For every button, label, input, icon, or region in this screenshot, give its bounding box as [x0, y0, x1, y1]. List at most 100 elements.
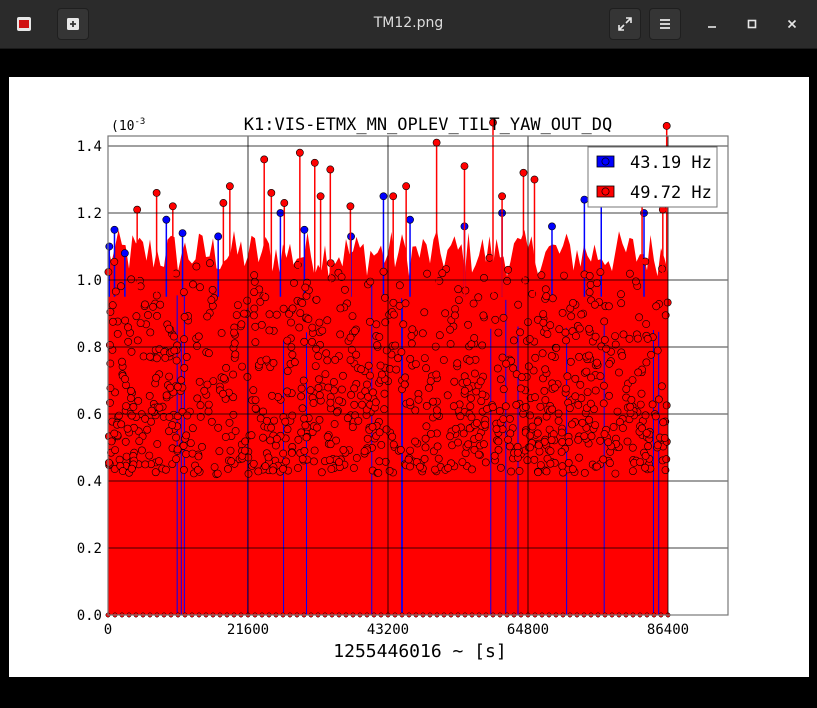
minimize-button[interactable] — [702, 14, 722, 34]
close-icon — [787, 19, 797, 29]
series-49-72-point — [221, 433, 230, 441]
series-49-72-point — [152, 189, 161, 197]
maximize-icon — [747, 19, 757, 29]
series-49-72-point — [146, 352, 154, 361]
series-49-72-point — [143, 425, 152, 434]
series-49-72-point — [591, 386, 600, 395]
series-49-72-point — [490, 451, 499, 460]
series-49-72-point — [662, 122, 671, 130]
new-window-button[interactable] — [57, 8, 89, 40]
maximize-button[interactable] — [742, 14, 762, 34]
series-49-72-point — [632, 277, 640, 286]
y-tick-label: 0.8 — [77, 340, 102, 356]
series-49-72-point — [572, 332, 580, 340]
series-49-72-point — [314, 383, 323, 392]
series-49-72-point — [625, 334, 634, 343]
series-49-72-point — [375, 333, 384, 341]
series-49-72-point — [564, 458, 573, 467]
series-49-72-point — [382, 425, 391, 434]
series-49-72-point — [332, 436, 340, 445]
series-49-72-point — [476, 377, 485, 386]
series-49-72-point — [308, 323, 317, 332]
series-49-72-point — [546, 459, 555, 468]
series-49-72-point — [243, 372, 252, 381]
series-49-72-point — [365, 317, 374, 326]
series-49-72-point — [329, 378, 338, 386]
series-49-72-point — [311, 362, 320, 370]
series-49-72-point — [411, 437, 419, 446]
series-49-72-point — [617, 290, 625, 299]
series-49-72-point — [137, 446, 146, 455]
series-49-72-point — [611, 332, 619, 340]
series-49-72-point — [464, 440, 473, 449]
series-49-72-point — [411, 406, 420, 415]
series-49-72-point — [420, 454, 429, 463]
series-49-72-point — [542, 292, 551, 301]
series-49-72-point — [229, 370, 237, 379]
series-49-72-point — [364, 392, 372, 401]
chart-title: K1:VIS-ETMX_MN_OPLEV_TILT_YAW_OUT_DQ — [244, 115, 612, 135]
series-49-72-point — [559, 468, 567, 477]
series-49-72-point — [247, 431, 256, 440]
series-49-72-point — [477, 397, 486, 405]
series-49-72-point — [591, 332, 600, 341]
series-49-72-point — [599, 399, 608, 408]
series-49-72-point — [585, 415, 593, 424]
fullscreen-button[interactable] — [609, 8, 641, 40]
series-49-72-point — [315, 318, 324, 327]
series-49-72-point — [373, 341, 381, 350]
title-bar: TM12.png — [0, 0, 817, 49]
close-button[interactable] — [782, 14, 802, 34]
legend-label: 49.72 Hz — [630, 183, 712, 203]
series-49-72-point — [262, 416, 271, 425]
series-49-72-point — [259, 407, 267, 416]
series-49-72-point — [644, 442, 652, 451]
series-49-72-point — [127, 411, 136, 420]
series-49-72-point — [127, 394, 135, 403]
series-49-72-point — [108, 301, 117, 310]
series-49-72-point — [488, 403, 497, 412]
menu-button[interactable] — [649, 8, 681, 40]
y-tick-label: 1.4 — [77, 139, 102, 155]
series-49-72-point — [463, 378, 471, 386]
series-49-72-point — [352, 350, 361, 359]
series-49-72-point — [420, 354, 429, 362]
series-49-72-point — [121, 437, 130, 446]
series-49-72-point — [283, 336, 292, 345]
series-49-72-point — [266, 436, 275, 445]
series-49-72-point — [215, 447, 224, 456]
series-49-72-point — [655, 395, 663, 404]
series-49-72-point — [227, 457, 236, 466]
series-49-72-point — [536, 461, 545, 469]
series-49-72-point — [600, 317, 609, 326]
series-49-72-point — [539, 310, 548, 318]
series-49-72-point — [268, 466, 277, 475]
series-49-72-point — [420, 308, 429, 317]
series-49-72-point — [279, 304, 288, 313]
series-49-72-point — [569, 298, 577, 307]
series-49-72-point — [531, 353, 540, 362]
series-49-72-point — [586, 399, 595, 408]
series-49-72-point — [586, 280, 595, 289]
window-title: TM12.png — [373, 15, 444, 31]
series-49-72-point — [347, 345, 356, 354]
series-49-72-point — [562, 384, 570, 393]
series-49-72-point — [203, 312, 212, 321]
series-49-72-point — [516, 328, 524, 337]
series-49-72-point — [414, 395, 423, 404]
series-49-72-point — [637, 389, 646, 398]
chart: 0 21600 43200 64800 86400 0.0 0.2 0.4 0.6 0.8 1.0 1… — [77, 115, 729, 662]
series-49-72-point — [339, 371, 347, 380]
minimize-icon — [708, 26, 716, 28]
series-49-72-point — [364, 361, 373, 370]
y-tick-label: 0.6 — [77, 407, 102, 423]
series-49-72-point — [451, 424, 460, 433]
series-49-72-point — [634, 334, 642, 343]
series-49-72-point — [499, 415, 508, 423]
series-49-72-point — [314, 352, 323, 360]
series-49-72-point — [337, 385, 346, 394]
series-49-72-point — [531, 393, 539, 402]
series-49-72-point — [347, 390, 355, 399]
series-49-72-point — [662, 455, 671, 464]
series-49-72-point — [302, 433, 311, 442]
